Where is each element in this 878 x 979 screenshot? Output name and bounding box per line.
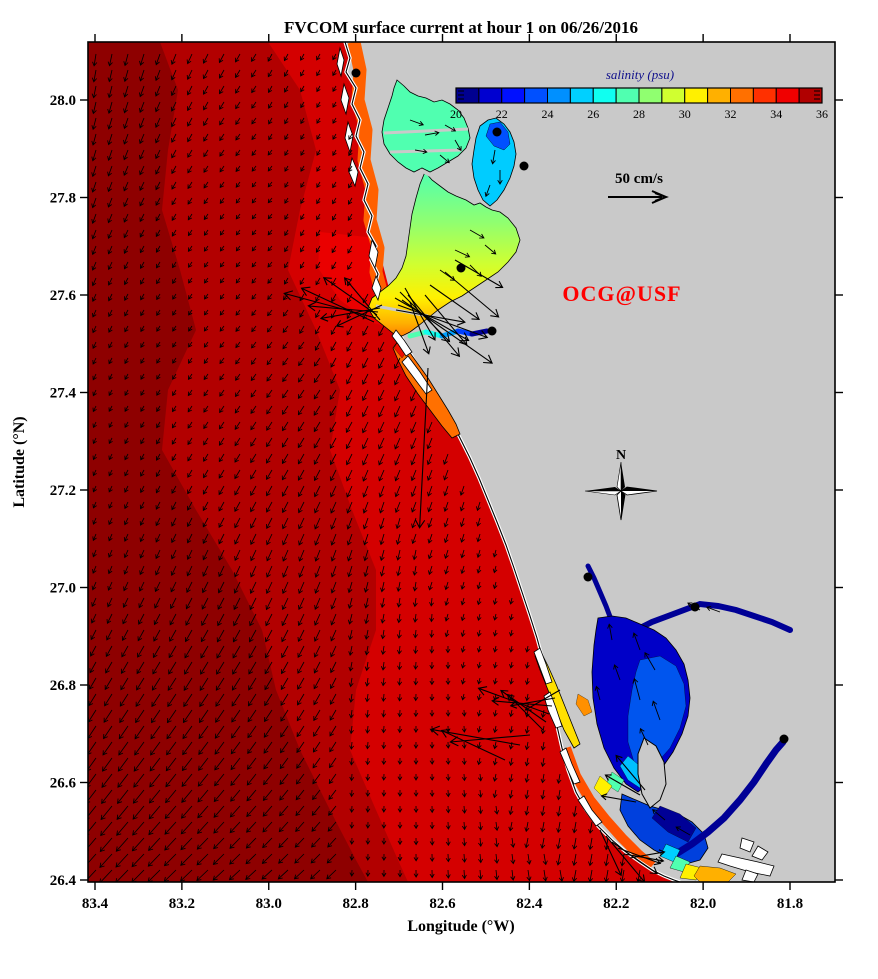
svg-text:20: 20 [450, 107, 462, 121]
svg-text:82.4: 82.4 [516, 896, 543, 912]
svg-text:82.6: 82.6 [429, 896, 456, 912]
svg-text:28.0: 28.0 [50, 93, 76, 109]
compass-rose: N [584, 448, 658, 521]
svg-text:83.2: 83.2 [169, 896, 195, 912]
svg-text:28: 28 [633, 107, 645, 121]
figure-title: FVCOM surface current at hour 1 on 06/26… [284, 18, 638, 37]
colorbar-title: salinity (psu) [606, 67, 674, 82]
svg-text:24: 24 [542, 107, 554, 121]
scale-arrow-label: 50 cm/s [615, 171, 663, 187]
colorbar: 20 22 24 26 28 30 32 34 36 [450, 87, 828, 121]
station-marker-layer [351, 68, 789, 744]
y-axis-title: Latitude (°N) [11, 416, 28, 507]
svg-text:27.2: 27.2 [50, 483, 76, 499]
svg-text:36: 36 [816, 107, 828, 121]
svg-text:22: 22 [496, 107, 508, 121]
svg-text:26.6: 26.6 [50, 776, 77, 792]
svg-text:82.0: 82.0 [690, 896, 716, 912]
svg-text:26.8: 26.8 [50, 678, 76, 694]
svg-text:83.0: 83.0 [256, 896, 282, 912]
x-axis-title: Longitude (°W) [407, 918, 514, 935]
scale-arrow: 50 cm/s [608, 171, 669, 204]
scale-arrow-icon [608, 190, 669, 204]
axis-layer: 83.4 83.2 83.0 82.8 82.6 82.4 82.2 82.0 81.8 26.4… [50, 34, 843, 912]
svg-text:27.4: 27.4 [50, 386, 77, 402]
svg-text:30: 30 [679, 107, 691, 121]
svg-text:26.4: 26.4 [50, 873, 77, 889]
svg-text:34: 34 [770, 107, 782, 121]
svg-text:27.6: 27.6 [50, 288, 77, 304]
current-vector-layer [88, 53, 721, 882]
svg-text:82.2: 82.2 [603, 896, 629, 912]
svg-text:83.4: 83.4 [82, 896, 109, 912]
compass-north-label: N [616, 448, 626, 463]
compass-star-icon [584, 461, 658, 521]
svg-text:27.8: 27.8 [50, 191, 76, 207]
svg-text:32: 32 [725, 107, 737, 121]
svg-text:81.8: 81.8 [777, 896, 803, 912]
svg-text:27.0: 27.0 [50, 581, 76, 597]
svg-text:26: 26 [587, 107, 599, 121]
watermark-text: OCG@USF [562, 281, 681, 306]
plot-border [87, 41, 836, 883]
svg-text:82.8: 82.8 [343, 896, 369, 912]
